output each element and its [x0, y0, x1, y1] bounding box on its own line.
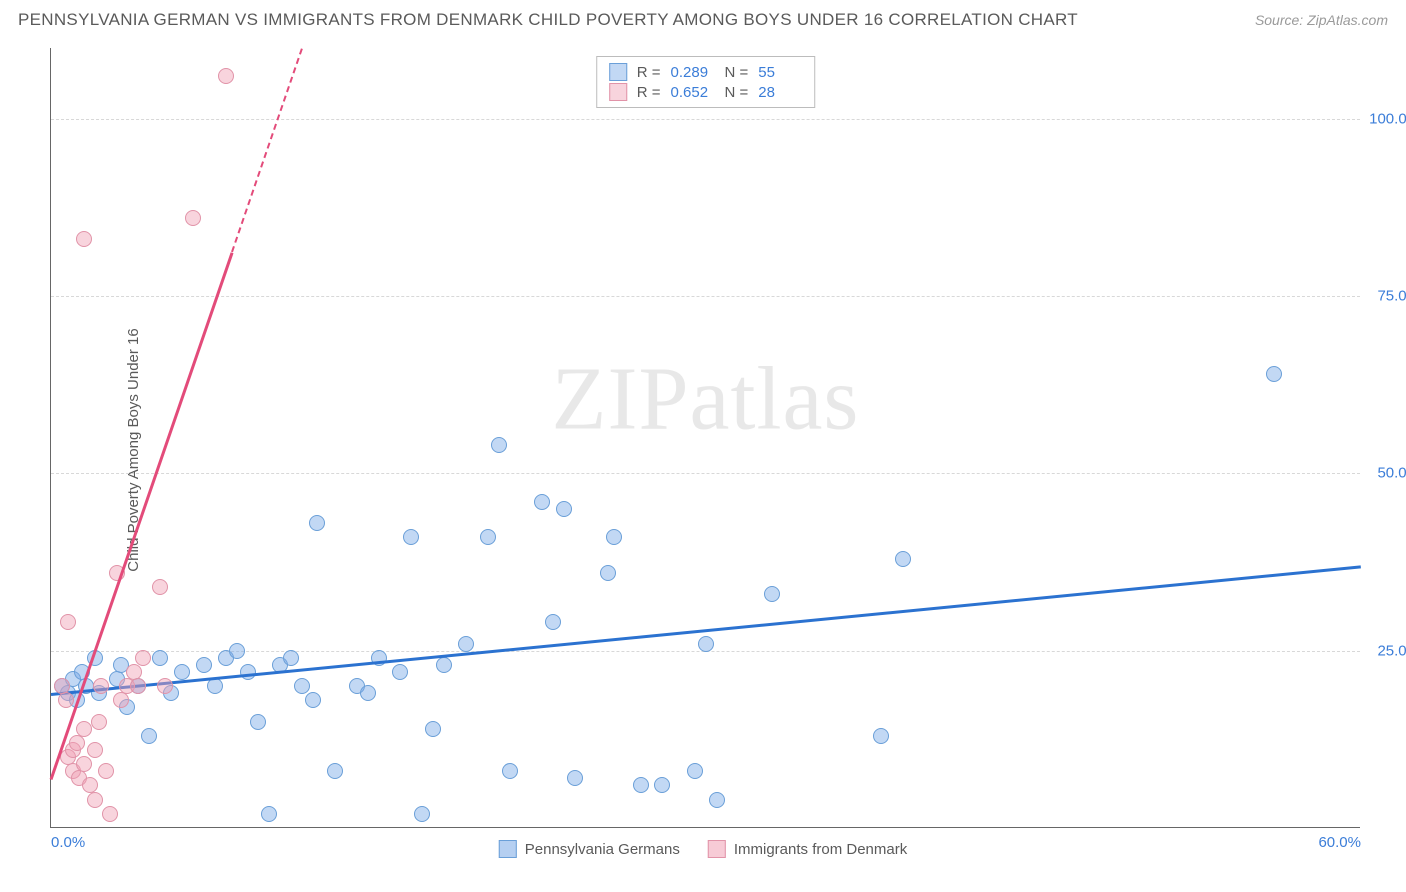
y-tick-label: 25.0%: [1365, 642, 1406, 659]
data-point: [102, 806, 118, 822]
data-point: [152, 650, 168, 666]
stat-label: N =: [725, 64, 749, 81]
data-point: [502, 763, 518, 779]
data-point: [283, 650, 299, 666]
gridline: [51, 473, 1360, 474]
data-point: [567, 770, 583, 786]
legend-swatch: [499, 840, 517, 858]
data-point: [360, 685, 376, 701]
data-point: [261, 806, 277, 822]
data-point: [309, 515, 325, 531]
watermark: ZIPatlas: [552, 347, 860, 450]
data-point: [157, 678, 173, 694]
data-point: [873, 728, 889, 744]
legend-swatch: [708, 840, 726, 858]
data-point: [76, 756, 92, 772]
data-point: [654, 777, 670, 793]
stat-n-value: 55: [758, 64, 802, 81]
data-point: [98, 763, 114, 779]
data-point: [403, 529, 419, 545]
data-point: [633, 777, 649, 793]
data-point: [305, 692, 321, 708]
header: PENNSYLVANIA GERMAN VS IMMIGRANTS FROM D…: [0, 0, 1406, 36]
x-tick-label: 0.0%: [51, 834, 85, 851]
data-point: [250, 714, 266, 730]
data-point: [93, 678, 109, 694]
data-point: [141, 728, 157, 744]
data-point: [240, 664, 256, 680]
data-point: [600, 565, 616, 581]
data-point: [425, 721, 441, 737]
data-point: [556, 501, 572, 517]
legend-swatch: [609, 83, 627, 101]
data-point: [174, 664, 190, 680]
stat-r-value: 0.289: [671, 64, 715, 81]
stat-label: N =: [725, 84, 749, 101]
plot-region: ZIPatlas R =0.289N =55R =0.652N =28 25.0…: [50, 48, 1360, 828]
stat-label: R =: [637, 84, 661, 101]
data-point: [76, 721, 92, 737]
trend-line: [231, 49, 303, 253]
data-point: [130, 678, 146, 694]
data-point: [87, 792, 103, 808]
stat-n-value: 28: [758, 84, 802, 101]
data-point: [491, 437, 507, 453]
bottom-legend: Pennsylvania Germans Immigrants from Denm…: [499, 840, 907, 858]
data-point: [58, 692, 74, 708]
legend-swatch: [609, 63, 627, 81]
data-point: [294, 678, 310, 694]
stat-row: R = 0.289 N = 55: [609, 62, 803, 82]
data-point: [185, 210, 201, 226]
data-point: [229, 643, 245, 659]
source-label: Source: ZipAtlas.com: [1255, 12, 1388, 28]
data-point: [196, 657, 212, 673]
chart-area: Child Poverty Among Boys Under 16 ZIPatl…: [0, 40, 1406, 860]
data-point: [135, 650, 151, 666]
data-point: [327, 763, 343, 779]
x-tick-label: 60.0%: [1318, 834, 1361, 851]
data-point: [392, 664, 408, 680]
legend-label: Pennsylvania Germans: [525, 841, 680, 858]
y-tick-label: 50.0%: [1365, 465, 1406, 482]
data-point: [87, 742, 103, 758]
gridline: [51, 296, 1360, 297]
data-point: [480, 529, 496, 545]
legend-label: Immigrants from Denmark: [734, 841, 907, 858]
stat-row: R = 0.652 N = 28: [609, 82, 803, 102]
data-point: [76, 231, 92, 247]
data-point: [91, 714, 107, 730]
data-point: [606, 529, 622, 545]
data-point: [218, 68, 234, 84]
chart-title: PENNSYLVANIA GERMAN VS IMMIGRANTS FROM D…: [18, 10, 1078, 30]
trend-line: [50, 252, 234, 780]
stat-label: R =: [637, 64, 661, 81]
data-point: [458, 636, 474, 652]
trend-line: [51, 566, 1361, 697]
data-point: [436, 657, 452, 673]
data-point: [60, 614, 76, 630]
data-point: [69, 735, 85, 751]
legend-item: Pennsylvania Germans: [499, 840, 680, 858]
correlation-stats-box: R = 0.289 N = 55 R = 0.652 N = 28: [596, 56, 816, 108]
data-point: [687, 763, 703, 779]
data-point: [113, 692, 129, 708]
legend-item: Immigrants from Denmark: [708, 840, 907, 858]
data-point: [895, 551, 911, 567]
data-point: [709, 792, 725, 808]
gridline: [51, 119, 1360, 120]
y-tick-label: 75.0%: [1365, 288, 1406, 305]
data-point: [414, 806, 430, 822]
data-point: [698, 636, 714, 652]
y-tick-label: 100.0%: [1365, 110, 1406, 127]
stat-r-value: 0.652: [671, 84, 715, 101]
data-point: [534, 494, 550, 510]
data-point: [545, 614, 561, 630]
data-point: [152, 579, 168, 595]
data-point: [764, 586, 780, 602]
data-point: [1266, 366, 1282, 382]
